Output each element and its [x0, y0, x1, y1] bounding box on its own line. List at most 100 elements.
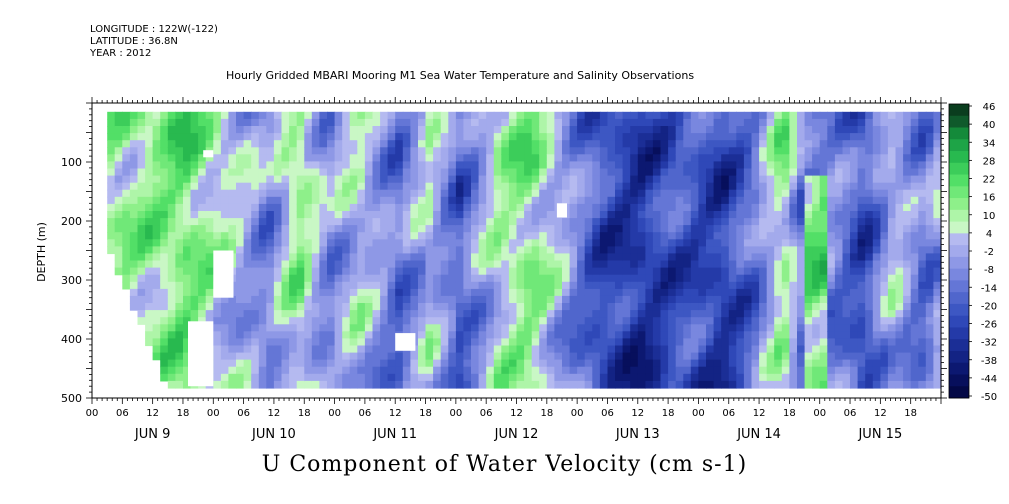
field-cell	[789, 295, 798, 304]
field-cell	[425, 281, 434, 290]
field-cell	[819, 133, 828, 141]
field-cell	[903, 182, 912, 191]
field-cell	[342, 317, 351, 325]
field-cell	[903, 232, 912, 240]
field-cell	[319, 239, 328, 247]
field-cell	[865, 118, 874, 127]
field-cell	[630, 140, 639, 148]
field-cell	[152, 211, 161, 219]
field-cell	[418, 253, 427, 262]
field-cell	[342, 331, 351, 339]
field-cell	[349, 126, 358, 134]
field-cell	[827, 366, 836, 375]
field-cell	[418, 161, 427, 170]
field-cell	[516, 189, 525, 198]
field-cell	[175, 161, 184, 170]
field-cell	[903, 111, 912, 120]
field-cell	[137, 274, 146, 283]
field-cell	[789, 366, 798, 375]
field-cell	[880, 331, 889, 339]
field-cell	[675, 281, 684, 290]
field-cell	[675, 274, 684, 283]
field-cell	[281, 373, 290, 382]
field-cell	[334, 246, 343, 255]
field-cell	[198, 218, 207, 226]
field-cell	[296, 274, 305, 283]
field-cell	[418, 196, 427, 205]
field-cell	[463, 182, 472, 191]
field-cell	[774, 175, 783, 184]
field-cell	[524, 303, 533, 311]
field-cell	[554, 111, 563, 120]
field-cell	[508, 317, 518, 325]
field-cell	[546, 126, 555, 134]
field-cell	[524, 218, 533, 226]
field-cell	[751, 168, 760, 177]
field-cell	[478, 338, 487, 347]
field-cell	[508, 140, 518, 148]
field-cell	[266, 345, 275, 354]
field-cell	[190, 147, 199, 155]
field-cell	[728, 168, 737, 177]
field-cell	[418, 303, 427, 311]
field-cell	[539, 168, 548, 177]
field-cell	[516, 246, 525, 255]
field-cell	[842, 317, 851, 325]
field-cell	[167, 253, 176, 262]
field-cell	[273, 232, 283, 240]
field-cell	[903, 239, 912, 247]
colorbar-swatch	[949, 115, 969, 128]
field-cell	[402, 168, 411, 177]
field-cell	[228, 331, 237, 339]
field-cell	[637, 175, 646, 184]
field-cell	[895, 267, 904, 276]
field-cell	[834, 310, 844, 318]
field-cell	[834, 366, 844, 375]
field-cell	[220, 189, 230, 198]
field-cell	[615, 168, 624, 177]
field-cell	[145, 218, 154, 226]
field-cell	[630, 147, 639, 155]
field-cell	[554, 154, 563, 162]
field-cell	[857, 310, 866, 318]
field-cell	[281, 182, 290, 191]
field-cell	[107, 232, 116, 240]
field-cell	[137, 303, 146, 311]
field-cell	[562, 352, 571, 361]
field-cell	[160, 218, 169, 226]
field-cell	[865, 161, 874, 170]
field-cell	[562, 140, 571, 148]
field-cell	[607, 338, 616, 347]
field-cell	[304, 338, 313, 347]
field-cell	[531, 303, 540, 311]
field-cell	[448, 324, 457, 332]
field-cell	[372, 246, 381, 255]
field-cell	[478, 324, 487, 332]
field-cell	[660, 331, 669, 339]
field-cell	[508, 288, 518, 297]
field-cell	[501, 225, 510, 233]
field-cell	[827, 218, 836, 226]
field-cell	[129, 253, 139, 262]
field-cell	[160, 295, 169, 304]
field-cell	[145, 154, 154, 162]
field-cell	[834, 203, 844, 212]
field-cell	[577, 345, 586, 354]
field-cell	[213, 218, 222, 226]
field-cell	[569, 232, 578, 240]
field-cell	[599, 317, 609, 325]
field-cell	[425, 189, 434, 198]
field-cell	[645, 147, 654, 155]
field-cell	[486, 260, 495, 269]
field-cell	[463, 189, 472, 198]
field-cell	[183, 260, 192, 269]
field-cell	[675, 111, 684, 120]
field-cell	[850, 310, 859, 318]
field-cell	[713, 317, 722, 325]
field-cell	[372, 366, 381, 375]
field-cell	[668, 203, 677, 212]
field-cell	[577, 161, 586, 170]
field-cell	[766, 295, 775, 304]
field-cell	[327, 126, 336, 134]
field-cell	[698, 168, 707, 177]
